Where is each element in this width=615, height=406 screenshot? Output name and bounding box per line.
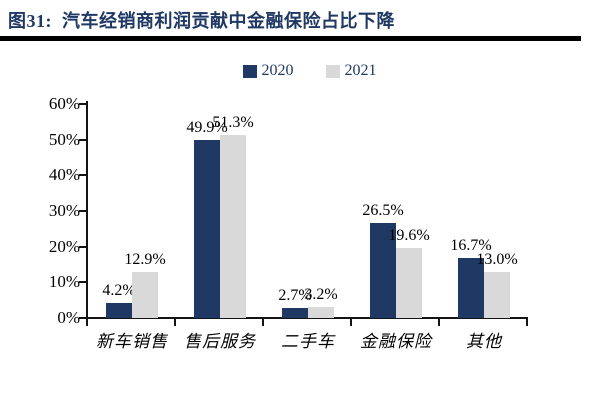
x-axis-tick [174, 319, 176, 326]
x-axis-category-新车销售: 新车销售 [96, 332, 168, 351]
legend-item-2020: 2020 [242, 62, 294, 80]
x-axis-tick [86, 319, 88, 326]
bar-2021-金融保险 [396, 248, 422, 318]
x-axis-category-二手车: 二手车 [281, 332, 335, 351]
x-axis-category-售后服务: 售后服务 [184, 332, 256, 351]
value-label-2020-金融保险: 26.5% [362, 202, 404, 220]
x-axis-category-其他: 其他 [466, 332, 502, 351]
y-axis-tick [79, 317, 86, 319]
value-label-2021-金融保险: 19.6% [388, 227, 430, 245]
bar-2020-其他 [458, 258, 484, 318]
x-axis-tick [526, 319, 528, 326]
bar-2020-售后服务 [194, 140, 220, 318]
legend-label-2021: 2021 [344, 62, 377, 79]
y-axis-tick [79, 174, 86, 177]
bar-2021-其他 [484, 271, 510, 318]
y-axis-tick-label: 30% [48, 201, 80, 220]
y-axis-tick [79, 245, 86, 248]
x-axis-line [86, 317, 528, 319]
legend-item-2021: 2021 [325, 62, 377, 80]
y-axis-tick [79, 210, 86, 212]
x-axis-tick [438, 319, 440, 326]
value-label-2020-其他: 16.7% [450, 237, 492, 255]
value-label-2021-售后服务: 51.3% [212, 114, 254, 132]
bar-2020-二手车 [282, 308, 308, 318]
y-axis-tick-label: 40% [48, 165, 80, 185]
x-axis-category-金融保险: 金融保险 [360, 332, 432, 351]
value-label-2020-新车销售: 4.2% [102, 282, 136, 300]
value-label-2021-新车销售: 12.9% [124, 250, 166, 268]
x-axis-tick [262, 319, 264, 326]
bar-2021-售后服务 [220, 135, 246, 318]
bar-2020-新车销售 [106, 303, 132, 318]
y-axis-line [86, 101, 88, 320]
y-axis-tick [79, 103, 86, 105]
legend-swatch-2021 [325, 64, 340, 78]
legend-swatch-2020 [242, 64, 257, 78]
x-axis-tick [350, 319, 352, 326]
y-axis-tick-label: 10% [48, 272, 80, 292]
legend-label-2020: 2020 [261, 62, 294, 79]
bar-2021-二手车 [308, 306, 334, 318]
y-axis-tick-label: 0% [57, 308, 80, 327]
value-label-2021-二手车: 3.2% [304, 285, 338, 303]
bar-2020-金融保险 [370, 223, 396, 318]
y-axis-tick [79, 138, 86, 141]
chart-legend: 2020 2021 [2, 62, 615, 80]
y-axis-tick-label: 20% [48, 236, 80, 256]
value-label-2021-其他: 13.0% [476, 250, 518, 268]
value-label-2020-二手车: 2.7% [278, 287, 312, 305]
title-divider [0, 36, 581, 41]
value-label-2020-售后服务: 49.9% [186, 119, 228, 137]
figure-title: 图31: 汽车经销商利润贡献中金融保险占比下降 [8, 11, 395, 31]
bar-2021-新车销售 [132, 271, 158, 318]
y-axis-tick-label: 50% [48, 129, 80, 149]
y-axis-tick-label: 60% [48, 94, 80, 113]
y-axis-tick [79, 281, 86, 284]
